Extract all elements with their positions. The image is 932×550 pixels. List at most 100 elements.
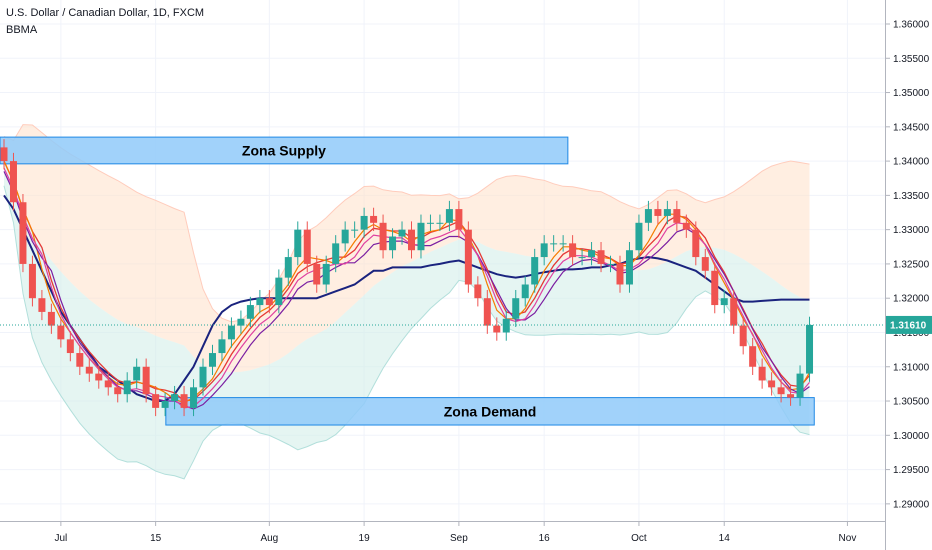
candle [502,310,510,341]
price-tick-label: 1.36000 [893,19,930,30]
candle [47,303,55,334]
candle-body [246,305,254,319]
price-tick-label: 1.34500 [893,122,930,133]
candle-body [284,257,292,278]
candle [408,221,415,259]
candle [360,207,368,238]
candle [152,385,160,417]
candle [597,241,605,273]
candle [114,379,122,403]
upper-band-line [3,124,810,323]
candle-body [796,373,804,398]
zone-label: Zona Demand [444,403,537,419]
candle [57,317,65,348]
candle [607,255,615,273]
price-tick-label: 1.30500 [893,397,930,408]
symbol-title: U.S. Dollar / Canadian Dollar, 1D, FXCM [6,7,205,19]
candle [512,289,520,327]
zone-box [0,136,569,165]
candle-body [493,325,501,333]
candle-body [9,161,17,203]
candle-body [635,222,643,251]
candle-body [512,298,520,319]
candle [332,235,340,273]
candles [0,139,814,417]
candle-body [806,324,814,374]
lower-band-line [3,185,810,480]
candle-body [787,394,795,398]
candle-body [597,250,605,264]
candle-body [38,298,46,312]
candle [531,248,539,293]
candle-body [332,243,340,264]
candle-body [57,325,65,340]
candle-body [426,222,434,224]
candle-body [379,222,387,251]
candle [199,358,207,396]
candle-body [85,366,93,374]
candle-body [663,209,671,216]
candle [303,221,311,273]
candle-body [445,209,453,223]
time-tick-label: 15 [150,533,162,544]
candle-body [673,209,681,223]
candle [730,289,738,334]
candle [578,248,586,266]
candle-body [303,229,311,264]
candle [19,194,27,273]
candle [294,221,302,266]
candle [749,337,757,375]
candle [208,344,216,375]
candle [38,289,46,321]
candle [426,214,434,232]
candle-body [389,236,397,251]
ma-purple-line [3,171,810,410]
candle [142,358,150,403]
candle [777,379,785,403]
candle [9,152,17,211]
candle [635,214,643,259]
candle [161,392,169,417]
candle-body [47,311,55,326]
candle [0,139,8,170]
ma-pink-line [3,167,810,409]
candle [559,235,567,252]
last-price-text: 1.31610 [890,320,927,331]
candle [644,200,652,232]
price-tick-label: 1.33500 [893,191,930,202]
candle [351,221,359,238]
zones: Zona Supply Zona Demand [0,136,815,426]
candle [171,385,179,410]
candle [493,317,501,341]
zone-label: Zona Supply [242,142,326,158]
candle-body [578,257,586,259]
candle-body [28,263,36,299]
candle-body [341,229,349,244]
candle [701,248,709,280]
candle-body [313,263,321,285]
candle-body [208,353,216,367]
candle [370,207,378,232]
candle [180,385,188,417]
candle-body [66,339,74,354]
candle-body [730,298,738,326]
time-axis: Jul 15 Aug 19 Sep 16 Oct 14 Nov [54,521,856,544]
candle [445,200,453,232]
candle-body [682,222,690,230]
candle-body [607,263,615,265]
candle-body [531,257,539,285]
candle-body [701,257,709,271]
candle [521,276,529,307]
candle [663,200,671,225]
price-tick-label: 1.32500 [893,259,930,270]
candle [389,228,397,259]
candle-body [417,222,425,251]
candle [123,372,131,403]
time-tick-label: Oct [631,533,647,544]
candle [720,289,728,314]
candle [246,296,254,327]
candle-body [777,387,785,395]
candle [654,200,662,225]
candle-body [265,298,273,306]
candle-body [218,339,226,354]
